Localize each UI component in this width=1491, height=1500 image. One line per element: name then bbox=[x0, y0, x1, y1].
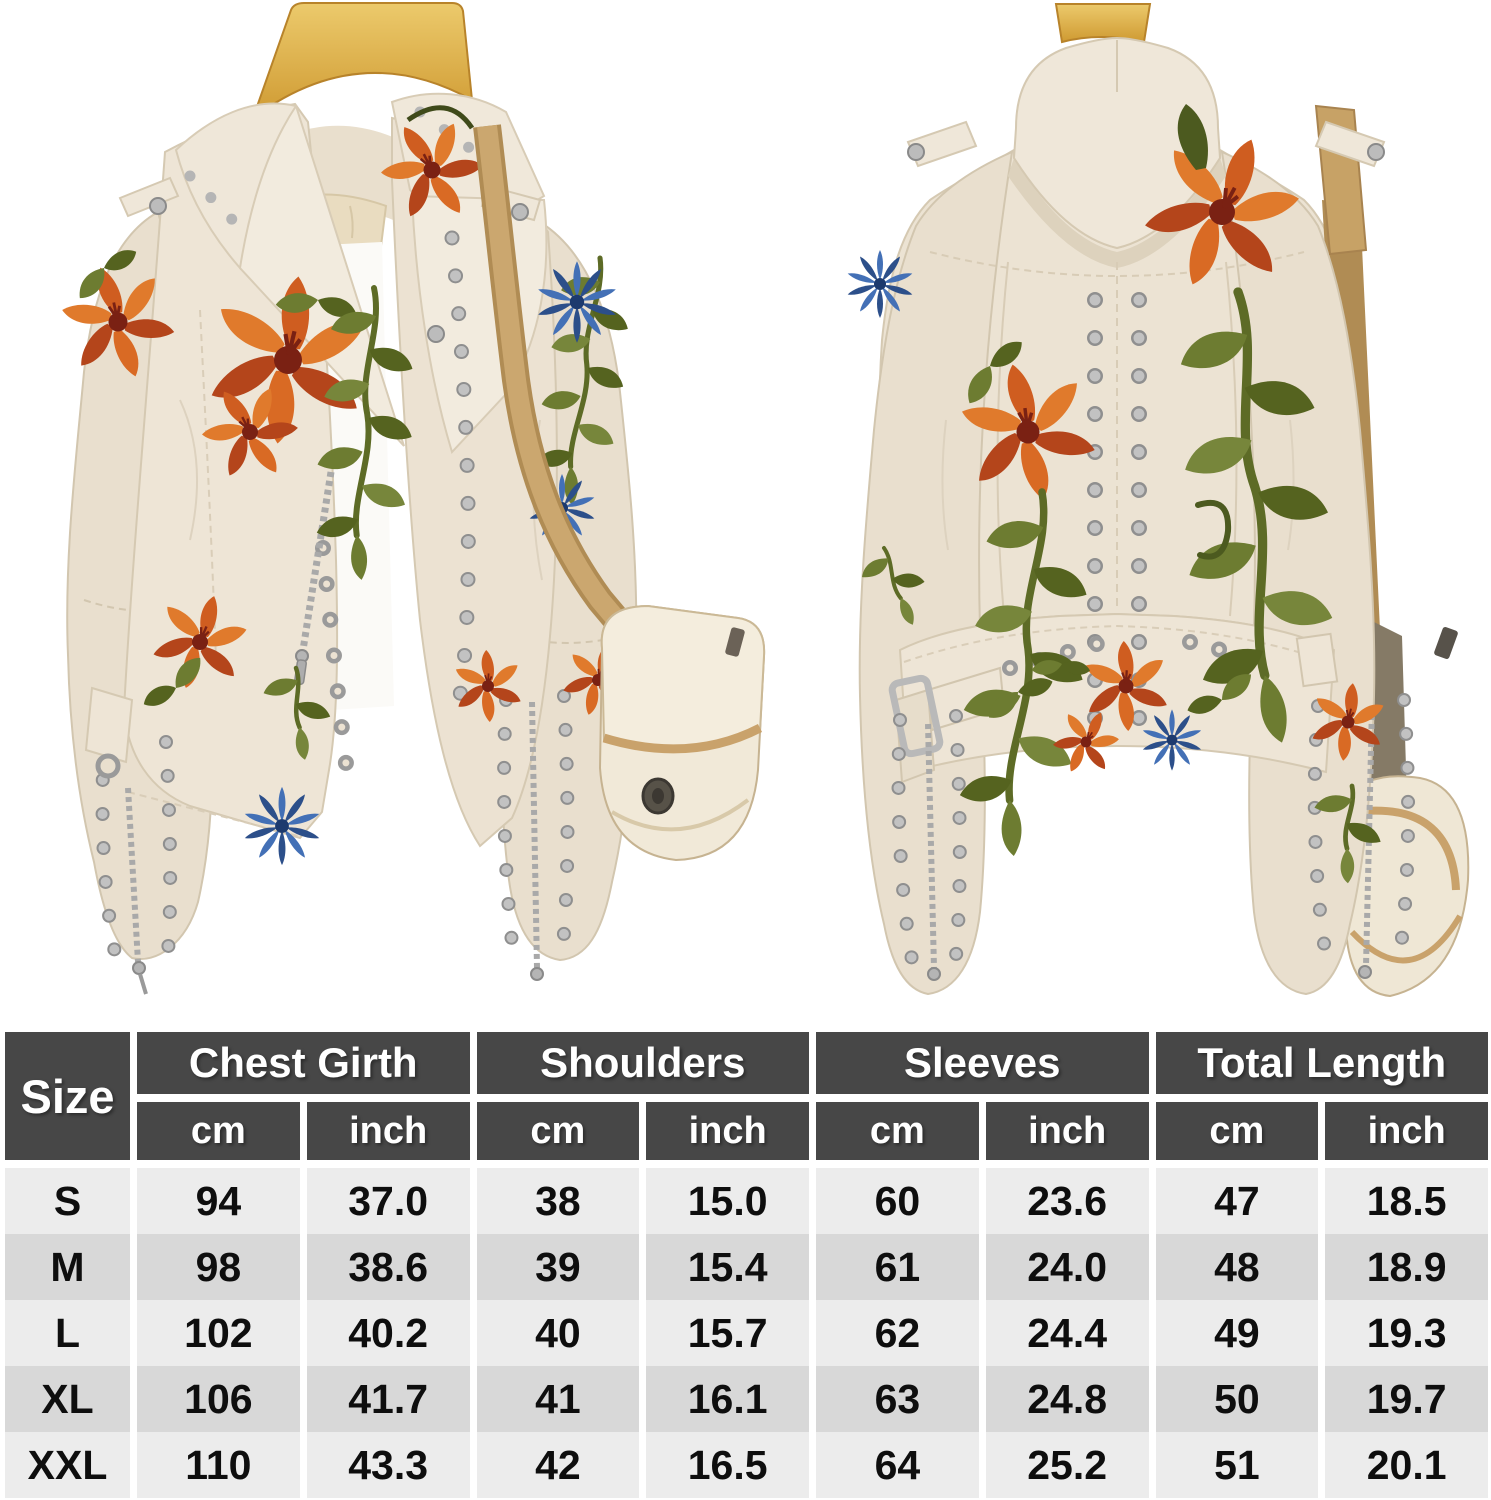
group-header-sleeves: Sleeves bbox=[816, 1032, 1149, 1094]
cell-m-length-inch: 18.9 bbox=[1325, 1234, 1488, 1300]
cell-m-shoulders-cm: 39 bbox=[476, 1234, 640, 1300]
cell-s-shoulders-cm: 38 bbox=[476, 1168, 640, 1234]
unit-header-chest-inch: inch bbox=[306, 1102, 470, 1160]
cell-xxl-sleeves-inch: 25.2 bbox=[985, 1432, 1149, 1498]
cell-l-sleeves-cm: 62 bbox=[816, 1300, 979, 1366]
cell-xl-sleeves-cm: 63 bbox=[816, 1366, 979, 1432]
cell-xxl-shoulders-cm: 42 bbox=[476, 1432, 640, 1498]
cell-l-shoulders-cm: 40 bbox=[476, 1300, 640, 1366]
front-embroidery bbox=[49, 99, 644, 866]
size-chart-table: Size Chest Girth Shoulders Sleeves Total… bbox=[5, 1032, 1488, 1498]
cell-l-sleeves-inch: 24.4 bbox=[985, 1300, 1149, 1366]
cell-l-size: L bbox=[5, 1300, 130, 1366]
front-jacket bbox=[49, 1, 766, 995]
size-column-header: Size bbox=[5, 1032, 130, 1160]
cell-xxl-chest-cm: 110 bbox=[137, 1432, 300, 1498]
cell-xl-shoulders-cm: 41 bbox=[476, 1366, 640, 1432]
cell-s-length-inch: 18.5 bbox=[1325, 1168, 1488, 1234]
cell-m-chest-cm: 98 bbox=[137, 1234, 300, 1300]
cell-xl-sleeves-inch: 24.8 bbox=[985, 1366, 1149, 1432]
cell-xxl-size: XXL bbox=[5, 1432, 130, 1498]
cell-l-length-cm: 49 bbox=[1155, 1300, 1319, 1366]
unit-header-sleeves-inch: inch bbox=[985, 1102, 1149, 1160]
unit-header-length-cm: cm bbox=[1155, 1102, 1319, 1160]
unit-header-shoulders-inch: inch bbox=[646, 1102, 809, 1160]
back-epaulets bbox=[906, 120, 1386, 168]
cell-xl-size: XL bbox=[5, 1366, 130, 1432]
cell-xl-chest-cm: 106 bbox=[137, 1366, 300, 1432]
cell-xxl-sleeves-cm: 64 bbox=[816, 1432, 979, 1498]
cell-xl-length-cm: 50 bbox=[1155, 1366, 1319, 1432]
unit-header-shoulders-cm: cm bbox=[476, 1102, 640, 1160]
cell-xxl-length-inch: 20.1 bbox=[1325, 1432, 1488, 1498]
cell-m-length-cm: 48 bbox=[1155, 1234, 1319, 1300]
cell-l-length-inch: 19.3 bbox=[1325, 1300, 1488, 1366]
cell-xxl-shoulders-inch: 16.5 bbox=[646, 1432, 809, 1498]
cell-m-sleeves-cm: 61 bbox=[816, 1234, 979, 1300]
cell-l-chest-inch: 40.2 bbox=[306, 1300, 470, 1366]
back-hanger bbox=[1054, 3, 1152, 44]
cell-s-length-cm: 47 bbox=[1155, 1168, 1319, 1234]
cell-s-shoulders-inch: 15.0 bbox=[646, 1168, 809, 1234]
cell-l-shoulders-inch: 15.7 bbox=[646, 1300, 809, 1366]
front-bag bbox=[598, 604, 766, 862]
front-belt-tab bbox=[84, 686, 134, 779]
unit-header-chest-cm: cm bbox=[137, 1102, 300, 1160]
jacket-photo-illustration bbox=[49, 1, 1470, 998]
cell-m-shoulders-inch: 15.4 bbox=[646, 1234, 809, 1300]
cell-s-sleeves-inch: 23.6 bbox=[985, 1168, 1149, 1234]
cell-s-chest-cm: 94 bbox=[137, 1168, 300, 1234]
product-photos bbox=[49, 1, 1470, 998]
group-header-shoulders: Shoulders bbox=[476, 1032, 809, 1094]
back-belt bbox=[888, 632, 1339, 784]
cell-s-size: S bbox=[5, 1168, 130, 1234]
unit-header-length-inch: inch bbox=[1325, 1102, 1488, 1160]
cell-m-sleeves-inch: 24.0 bbox=[985, 1234, 1149, 1300]
cell-xl-length-inch: 19.7 bbox=[1325, 1366, 1488, 1432]
back-jacket bbox=[846, 3, 1470, 998]
cell-xl-chest-inch: 41.7 bbox=[306, 1366, 470, 1432]
cell-xxl-length-cm: 51 bbox=[1155, 1432, 1319, 1498]
cell-xxl-chest-inch: 43.3 bbox=[306, 1432, 470, 1498]
group-header-total-length: Total Length bbox=[1155, 1032, 1488, 1094]
cell-l-chest-cm: 102 bbox=[137, 1300, 300, 1366]
unit-header-sleeves-cm: cm bbox=[816, 1102, 979, 1160]
cell-s-sleeves-cm: 60 bbox=[816, 1168, 979, 1234]
front-hanger bbox=[250, 1, 474, 121]
cell-m-size: M bbox=[5, 1234, 130, 1300]
group-header-chest-girth: Chest Girth bbox=[137, 1032, 470, 1094]
cell-m-chest-inch: 38.6 bbox=[306, 1234, 470, 1300]
cell-s-chest-inch: 37.0 bbox=[306, 1168, 470, 1234]
front-bag-strap bbox=[473, 124, 653, 660]
back-embroidery bbox=[846, 104, 1393, 887]
cell-xl-shoulders-inch: 16.1 bbox=[646, 1366, 809, 1432]
